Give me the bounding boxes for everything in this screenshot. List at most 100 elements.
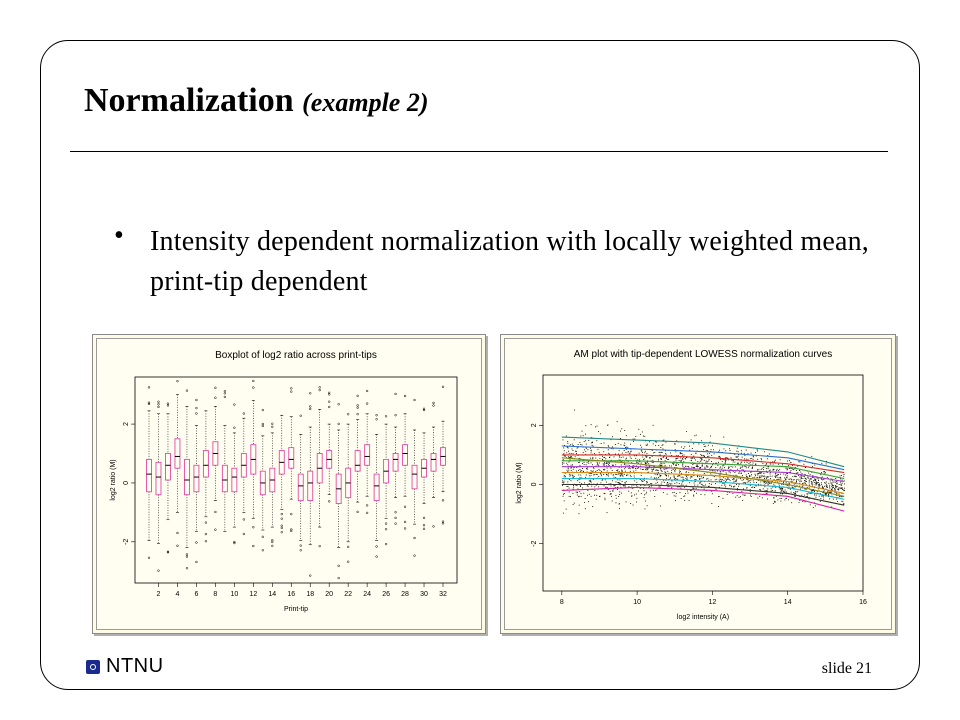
scatter-point [744,461,746,463]
scatter-point [819,485,821,487]
scatter-point [738,496,740,498]
scatter-point [649,486,651,488]
scatter-point [591,485,593,487]
scatter-point [566,469,568,471]
scatter-point [645,463,647,465]
scatter-point [735,474,737,476]
scatter-point [641,446,642,448]
scatter-point [780,477,782,479]
scatter-point [652,443,654,445]
scatter-point [835,481,837,483]
scatter-point [721,467,723,469]
scatter-point [623,450,625,452]
x-tick-label: 8 [560,599,564,606]
scatter-point [773,496,775,498]
scatter-point [655,482,657,484]
scatter-point [684,486,686,488]
scatter-point [640,468,642,470]
scatter-point [624,470,626,472]
scatter-point [570,467,572,469]
scatter-point [618,503,620,505]
scatter-point [681,472,682,474]
scatter-point [837,488,839,490]
scatter-point [594,490,596,491]
scatter-point [830,489,832,491]
scatter-point [772,469,774,471]
scatter-point [582,468,583,469]
chart-title: AM plot with tip-dependent LOWESS normal… [574,349,832,360]
scatter-point [654,441,656,443]
box-body [193,464,200,493]
scatter-point [624,482,626,484]
scatter-point [605,474,607,475]
scatter-point [721,484,723,486]
scatter-point [697,460,699,462]
scatter-point [748,473,750,475]
scatter-point [812,490,814,492]
scatter-point [620,457,622,459]
scatter-point [663,467,665,469]
scatter-point [787,467,789,469]
scatter-point [617,469,619,471]
scatter-point [657,460,659,462]
scatter-point [840,484,842,486]
scatter-point [637,467,639,469]
scatter-point [724,482,726,484]
box-outlier [403,520,407,524]
scatter-point [834,485,836,486]
scatter-point [769,475,771,477]
scatter-point [675,451,677,453]
scatter-point [768,453,770,455]
scatter-point [700,458,702,459]
box-outlier [375,555,378,558]
scatter-point [584,502,586,503]
scatter-point [689,477,691,479]
scatter-point [632,467,633,469]
scatter-point [812,465,814,467]
scatter-point [586,467,588,469]
scatter-point [599,458,601,459]
scatter-point [720,466,722,468]
box-outlier [337,422,340,426]
scatter-point [577,480,579,482]
scatter-point [794,475,796,477]
scatter-point [764,477,765,479]
scatter-point [577,446,579,448]
scatter-point [798,479,800,481]
scatter-point [788,479,790,480]
scatter-point [734,472,736,473]
box-body [174,438,181,469]
scatter-point [567,447,569,449]
scatter-point [568,452,570,454]
scatter-point [579,457,581,459]
scatter-point [604,463,606,465]
scatter-point [770,490,772,492]
scatter-point [829,498,831,500]
scatter-point [821,484,822,486]
box-outlier [422,408,426,412]
scatter-point [634,494,636,496]
scatter-point [802,482,804,484]
scatter-point [824,482,826,484]
scatter-point [804,473,806,475]
box-outlier [261,549,264,552]
scatter-point [766,492,768,494]
scatter-point [765,464,767,466]
scatter-point [834,488,836,489]
scatter-point [793,492,795,494]
scatter-point [816,481,818,483]
scatter-point [791,467,793,469]
scatter-point [816,484,818,486]
scatter-point [774,501,776,503]
scatter-point [756,476,758,478]
scatter-point [779,487,781,489]
scatter-point [722,465,724,467]
scatter-point [566,446,568,448]
box-outlier [309,574,312,577]
scatter-point [815,480,817,482]
scatter-point [607,452,609,454]
scatter-point [581,444,583,446]
scatter-point [689,445,690,447]
scatter-point [665,475,667,477]
scatter-point [707,453,709,455]
